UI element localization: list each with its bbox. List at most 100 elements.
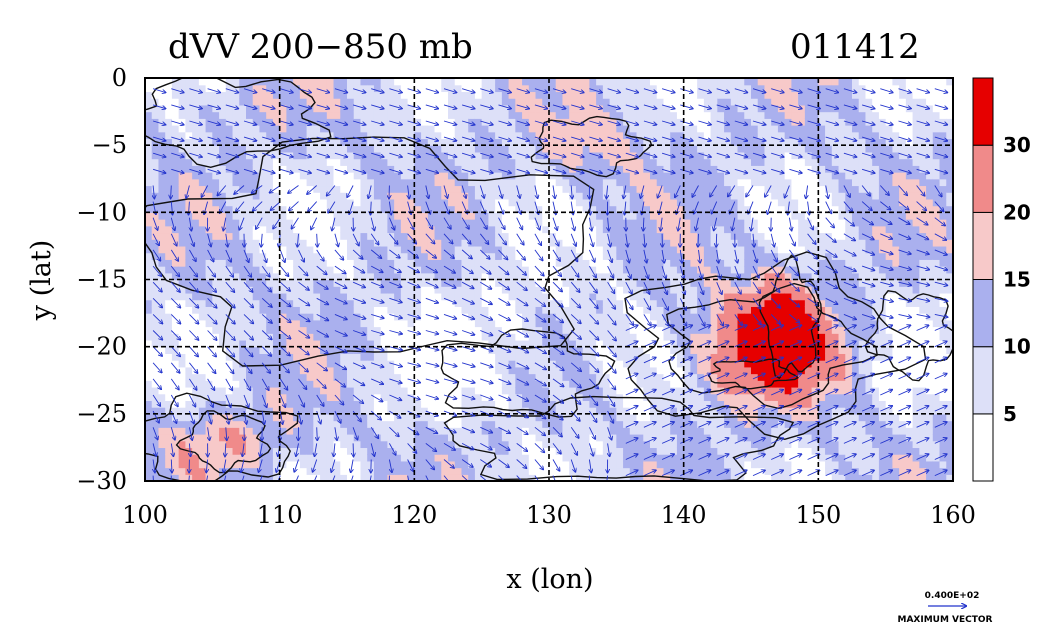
field-cell bbox=[515, 427, 523, 435]
field-cell bbox=[650, 245, 658, 254]
field-cell bbox=[151, 165, 160, 173]
field-cell bbox=[481, 460, 489, 469]
field-cell bbox=[198, 467, 207, 475]
field-cell bbox=[454, 292, 463, 301]
field-cell bbox=[656, 219, 665, 227]
field-cell bbox=[407, 212, 415, 220]
field-cell bbox=[683, 145, 691, 153]
field-cell bbox=[286, 239, 294, 247]
field-cell bbox=[501, 313, 510, 321]
field-cell bbox=[151, 474, 160, 481]
field-cell bbox=[320, 165, 328, 173]
field-cell bbox=[596, 319, 604, 328]
field-cell bbox=[414, 84, 422, 93]
field-cell bbox=[340, 339, 348, 348]
field-cell bbox=[380, 427, 388, 435]
field-cell bbox=[589, 219, 597, 227]
field-cell bbox=[562, 279, 570, 287]
field-cell bbox=[602, 319, 611, 328]
field-cell bbox=[629, 460, 638, 469]
field-cell bbox=[683, 178, 691, 187]
field-cell bbox=[629, 427, 638, 435]
field-cell bbox=[145, 138, 153, 146]
field-cell bbox=[596, 84, 604, 93]
field-cell bbox=[360, 353, 368, 361]
field-cell bbox=[441, 386, 449, 395]
field-cell bbox=[528, 467, 537, 475]
field-cell bbox=[535, 245, 543, 254]
field-cell bbox=[232, 353, 240, 361]
field-cell bbox=[225, 178, 234, 187]
field-cell bbox=[380, 420, 388, 428]
field-cell bbox=[387, 205, 395, 213]
field-cell bbox=[670, 454, 678, 462]
field-cell bbox=[441, 407, 449, 415]
field-cell bbox=[353, 319, 362, 328]
field-cell bbox=[394, 420, 402, 428]
field-cell bbox=[259, 138, 267, 146]
field-cell bbox=[461, 145, 469, 153]
field-cell bbox=[299, 78, 308, 86]
field-cell bbox=[434, 474, 442, 481]
field-cell bbox=[272, 232, 281, 240]
field-cell bbox=[643, 407, 651, 415]
field-cell bbox=[468, 292, 476, 301]
field-cell bbox=[205, 326, 213, 334]
field-cell bbox=[643, 339, 651, 348]
field-cell bbox=[427, 172, 436, 180]
field-cell bbox=[434, 232, 442, 240]
field-cell bbox=[279, 433, 287, 442]
field-cell bbox=[427, 212, 436, 220]
field-cell bbox=[562, 158, 570, 166]
field-cell bbox=[670, 413, 678, 422]
field-cell bbox=[165, 393, 173, 401]
field-cell bbox=[515, 346, 523, 354]
field-cell bbox=[198, 178, 207, 187]
field-cell bbox=[501, 225, 510, 234]
field-cell bbox=[650, 111, 658, 119]
field-cell bbox=[306, 306, 314, 314]
field-cell bbox=[454, 98, 463, 106]
field-cell bbox=[165, 245, 173, 254]
field-cell bbox=[320, 440, 328, 449]
field-cell bbox=[474, 205, 483, 213]
field-cell bbox=[468, 299, 476, 307]
field-cell bbox=[650, 205, 658, 213]
field-cell bbox=[272, 158, 281, 166]
field-cell bbox=[643, 440, 651, 449]
field-cell bbox=[367, 84, 375, 93]
field-cell bbox=[347, 292, 355, 301]
field-cell bbox=[272, 192, 281, 200]
field-cell bbox=[663, 339, 671, 348]
field-cell bbox=[656, 232, 665, 240]
field-cell bbox=[508, 185, 516, 193]
field-cell bbox=[609, 219, 617, 227]
field-cell bbox=[299, 239, 308, 247]
field-cell bbox=[623, 91, 631, 99]
field-cell bbox=[225, 366, 234, 375]
field-cell bbox=[582, 326, 590, 334]
field-cell bbox=[219, 172, 227, 180]
field-cell bbox=[697, 111, 705, 119]
field-cell bbox=[697, 286, 705, 294]
field-cell bbox=[387, 373, 395, 381]
field-cell bbox=[676, 111, 685, 119]
field-cell bbox=[320, 467, 328, 475]
field-cell bbox=[145, 427, 153, 435]
field-cell bbox=[596, 373, 604, 381]
field-cell bbox=[481, 165, 489, 173]
field-cell bbox=[670, 460, 678, 469]
field-cell bbox=[589, 84, 597, 93]
field-cell bbox=[495, 420, 503, 428]
field-cell bbox=[549, 460, 557, 469]
field-cell bbox=[629, 98, 638, 106]
field-cell bbox=[562, 272, 570, 281]
field-cell bbox=[205, 393, 213, 401]
field-cell bbox=[192, 198, 200, 207]
field-cell bbox=[582, 178, 590, 187]
field-cell bbox=[239, 286, 247, 294]
field-cell bbox=[232, 245, 240, 254]
field-cell bbox=[246, 279, 254, 287]
field-cell bbox=[400, 98, 409, 106]
field-cell bbox=[636, 266, 644, 274]
